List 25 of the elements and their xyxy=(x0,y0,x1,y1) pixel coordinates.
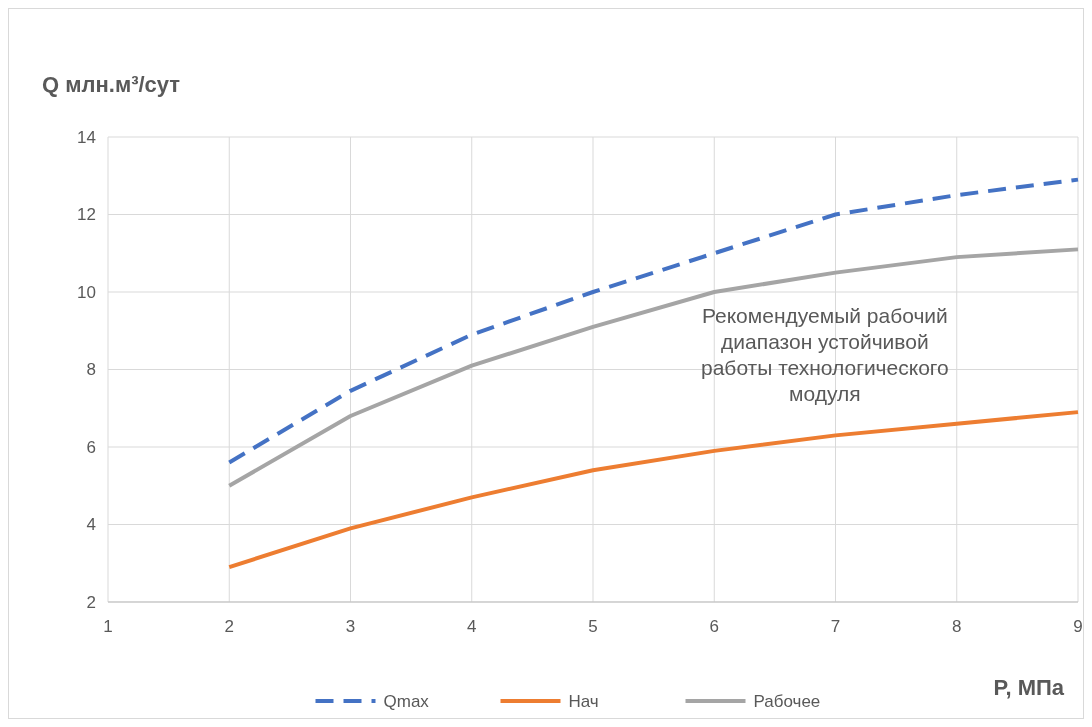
line-series xyxy=(227,247,1080,488)
y-tick-label: 4 xyxy=(86,515,96,535)
x-tick-label: 2 xyxy=(224,617,234,636)
x-tick-label: 6 xyxy=(709,617,719,636)
legend-label: Рабочее xyxy=(753,691,821,711)
y-tick-label: 10 xyxy=(77,282,96,302)
x-tick-label: 5 xyxy=(588,617,598,636)
annotation: Рекомендуемый рабочий диапазон устойчивой работы технологического модуля xyxy=(701,304,949,405)
line-series xyxy=(227,177,1080,465)
y-tick-label: 6 xyxy=(86,437,96,457)
y-tick-label: 12 xyxy=(77,205,96,225)
x-axis-title: P, МПа xyxy=(993,675,1065,700)
x-tick-label: 9 xyxy=(1073,617,1083,636)
legend-label: Нач xyxy=(568,691,599,711)
y-tick-label: 14 xyxy=(77,127,96,147)
x-tick-label: 7 xyxy=(830,617,841,636)
y-axis-title: Q млн.м³/сут xyxy=(42,72,181,97)
x-tick-label: 3 xyxy=(345,617,356,636)
x-tick-label: 4 xyxy=(467,617,477,636)
x-tick-label: 8 xyxy=(952,617,962,636)
legend-label: Qmax xyxy=(383,691,430,711)
y-tick-label: 8 xyxy=(86,360,96,380)
line-series xyxy=(227,410,1080,570)
y-tick-label: 2 xyxy=(86,592,96,612)
x-tick-label: 1 xyxy=(103,617,113,636)
